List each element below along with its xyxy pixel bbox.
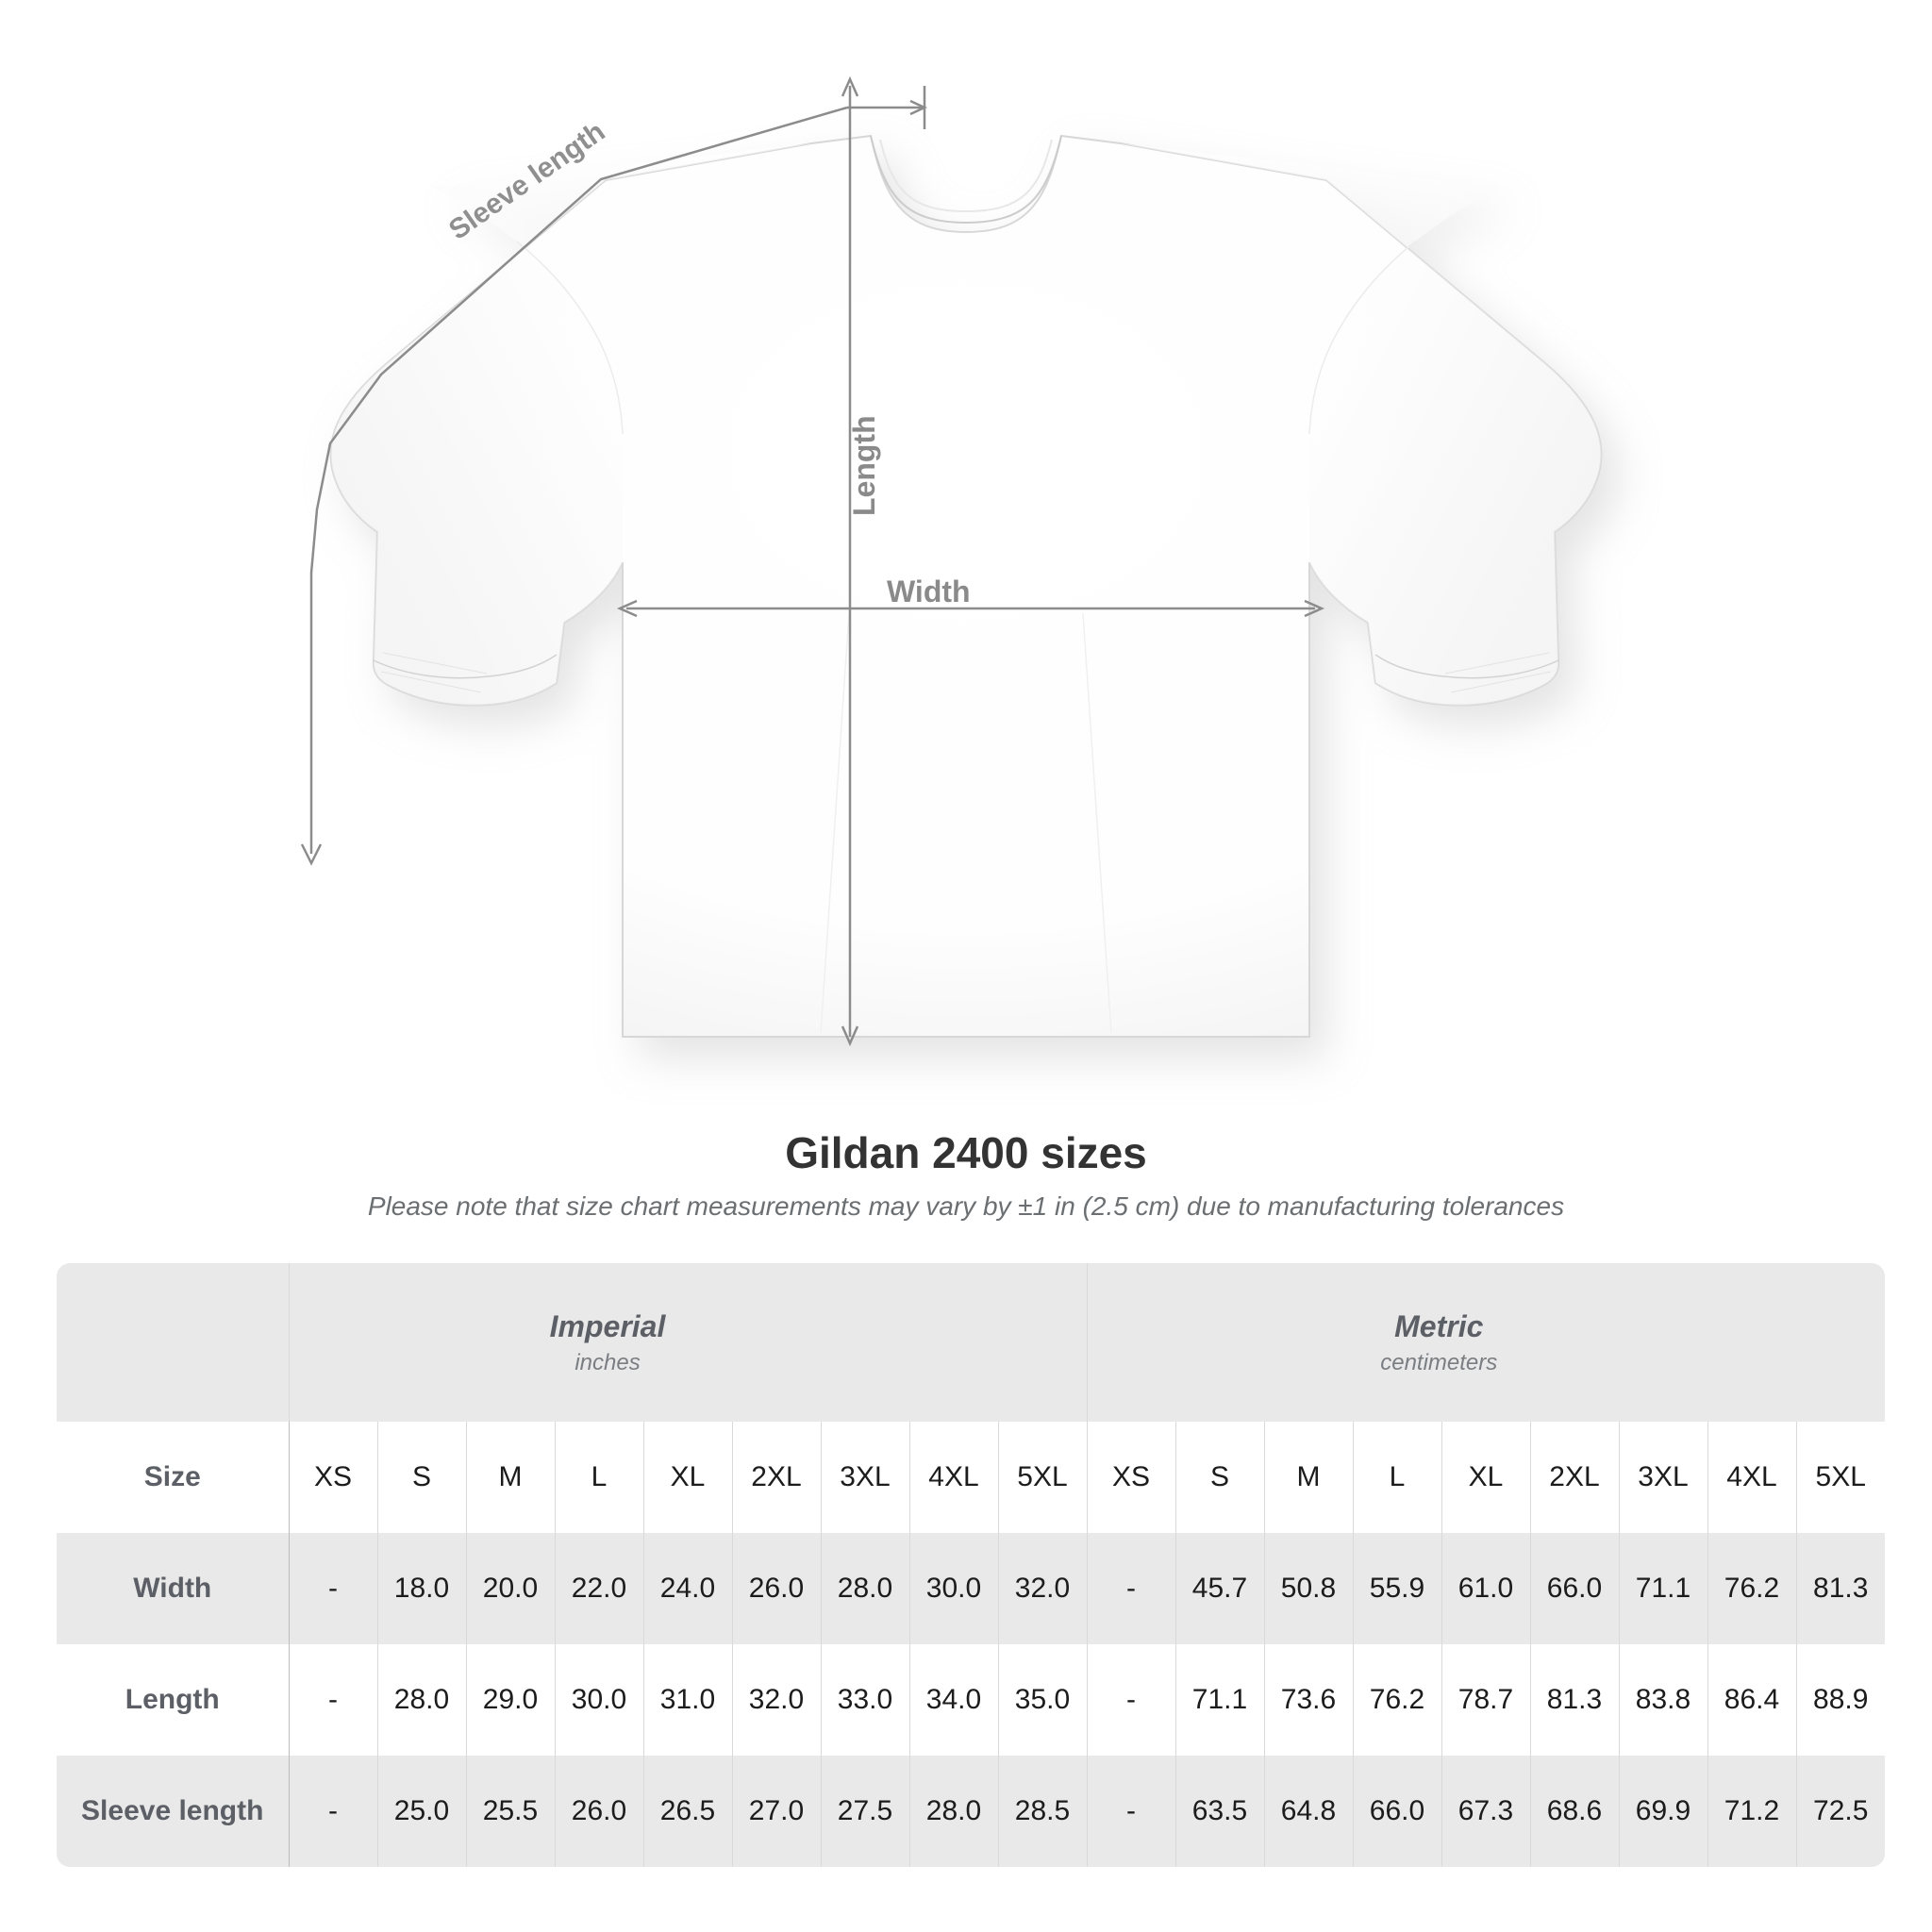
svg-text:Width: Width xyxy=(887,575,971,608)
svg-text:Length: Length xyxy=(847,415,881,516)
